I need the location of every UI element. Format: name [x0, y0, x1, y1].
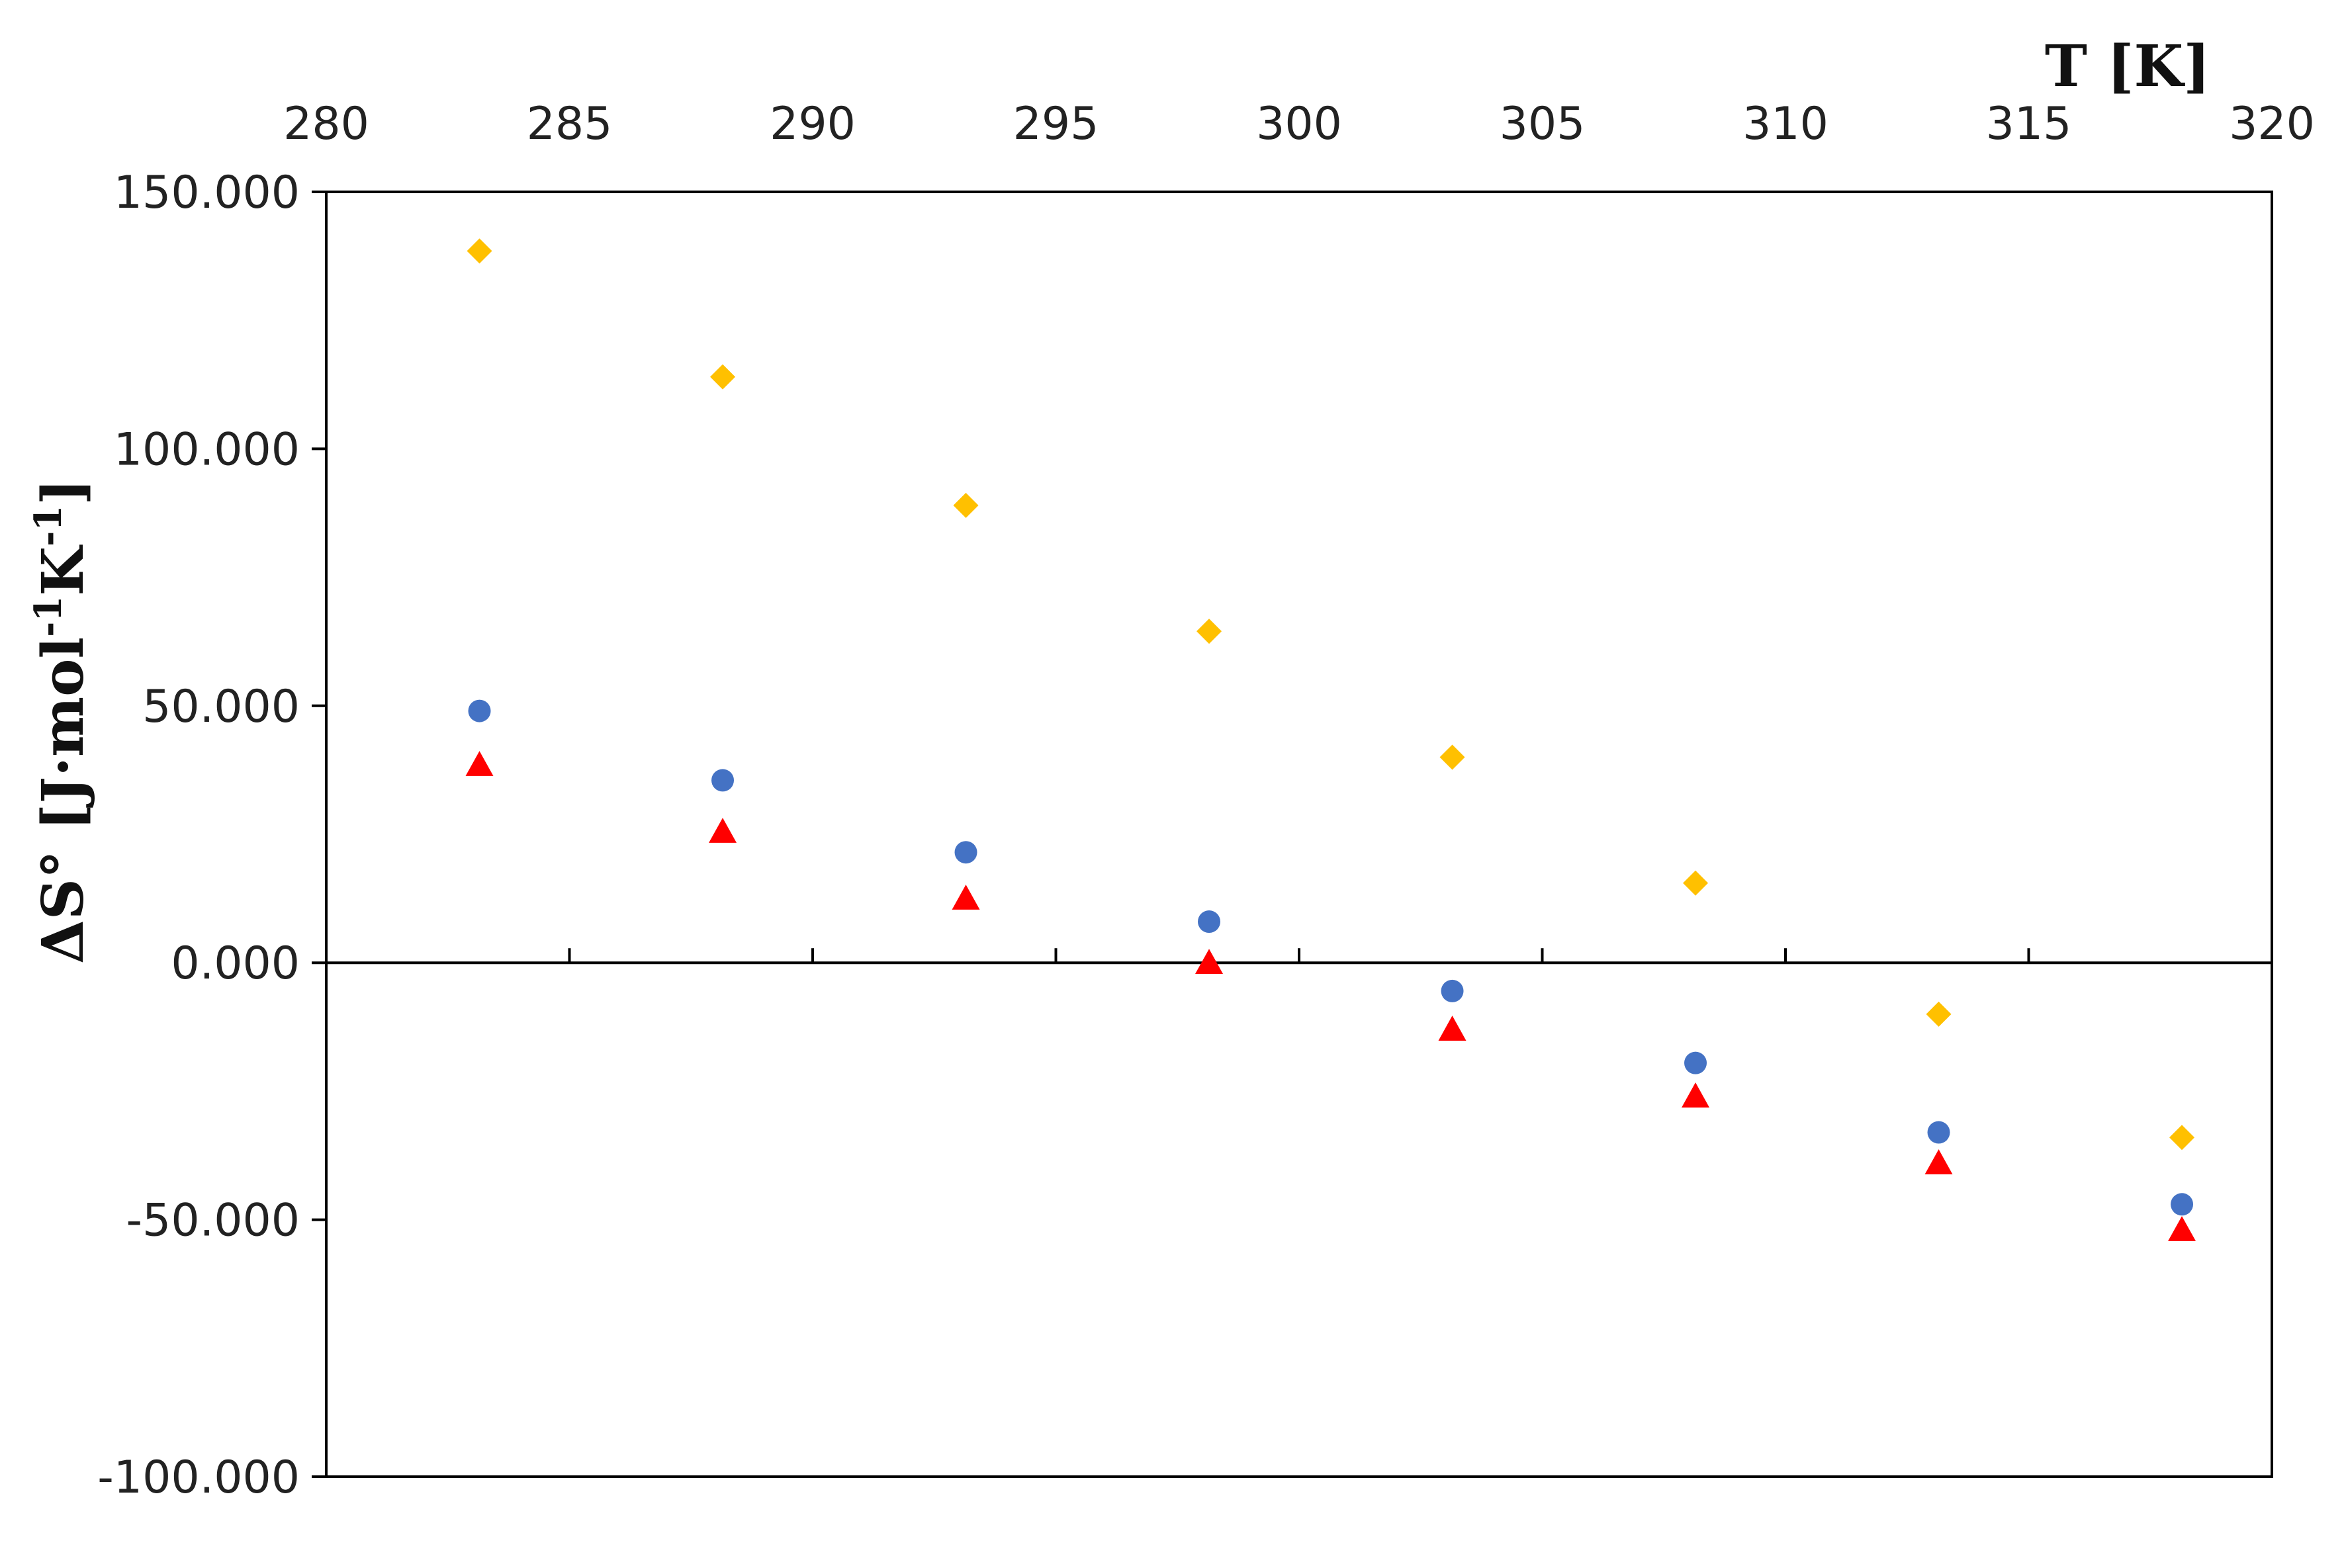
x-tick-label: 285 [527, 98, 613, 150]
triangle-marker [709, 818, 737, 843]
circle-marker [1684, 1051, 1707, 1074]
circle-marker [468, 699, 491, 722]
x-tick-label: 320 [2229, 98, 2315, 150]
y-tick-labels: 150.000 100.000 50.000 0.000 -50.000 -100.000 [97, 167, 300, 1504]
y-axis-title-sup2: -1 [26, 505, 70, 546]
x-axis-title: T [K] [2045, 33, 2210, 100]
y-tick-marks [312, 191, 326, 1478]
diamond-marker [467, 238, 492, 264]
x-tick-label: 305 [1500, 98, 1586, 150]
diamond-marker [953, 492, 979, 518]
triangle-marker [465, 751, 494, 776]
circle-marker [954, 841, 977, 864]
plot-area-frame [325, 191, 2273, 1478]
triangle-marker [952, 885, 980, 910]
y-tick-label: 100.000 [114, 423, 300, 476]
circle-marker [1927, 1121, 1950, 1144]
circle-marker [1198, 910, 1221, 934]
y-tick-label: 150.000 [114, 167, 300, 219]
y-tick-label: 50.000 [142, 681, 300, 733]
triangle-marker [1438, 1016, 1466, 1041]
y-tick-label: -100.000 [97, 1452, 300, 1504]
y-axis-title: ΔS° [J·mol-1K-1] [26, 478, 97, 964]
x-tick-label: 290 [770, 98, 856, 150]
y-axis-title-sup1: -1 [26, 596, 70, 637]
y-axis-title-end: ] [30, 478, 97, 505]
diamond-marker [2169, 1125, 2195, 1151]
diamond-marker [1926, 1001, 1952, 1027]
y-tick-label: 0.000 [171, 937, 300, 990]
x-tick-label: 300 [1256, 98, 1342, 150]
triangle-marker [1195, 949, 1224, 974]
x-tick-labels: 280 285 290 295 300 305 310 315 320 [283, 98, 2315, 150]
circle-marker [2171, 1193, 2194, 1216]
diamond-marker [1683, 870, 1709, 896]
diamond-marker [710, 364, 736, 390]
triangle-marker [1924, 1149, 1953, 1174]
x-tick-marks [325, 948, 2273, 963]
diamond-marker [1196, 619, 1222, 644]
x-tick-label: 295 [1013, 98, 1099, 150]
y-axis-title-mid: K [30, 544, 97, 596]
diamond-marker [1439, 744, 1465, 770]
circle-marker [711, 769, 735, 792]
x-tick-label: 280 [283, 98, 369, 150]
data-markers [465, 238, 2196, 1241]
y-tick-label: -50.000 [126, 1195, 300, 1247]
circle-marker [1441, 979, 1464, 1002]
x-tick-label: 310 [1742, 98, 1828, 150]
y-axis-title-main: ΔS° [J·mol [30, 637, 97, 964]
triangle-marker [1682, 1082, 1710, 1108]
triangle-marker [2168, 1216, 2196, 1241]
x-tick-label: 315 [1986, 98, 2072, 150]
